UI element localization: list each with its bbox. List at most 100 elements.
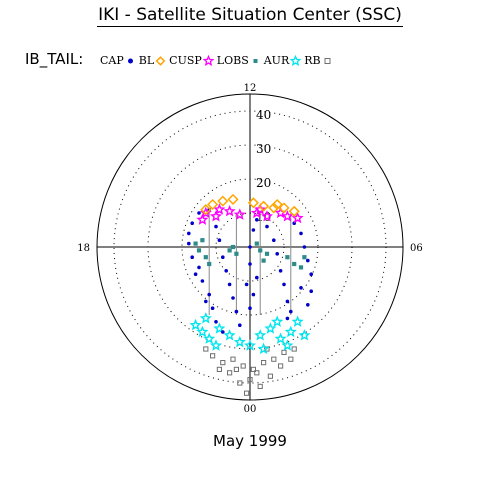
point-lobs-9 — [261, 258, 266, 263]
point-aur-12 — [298, 329, 311, 341]
point-cap-30 — [275, 252, 280, 256]
point-cusp-8 — [209, 210, 223, 222]
point-cap-32 — [282, 282, 286, 287]
legend-item-aur: AUR — [264, 54, 302, 67]
point-rb-3 — [230, 356, 236, 362]
legend-marker-cusp — [202, 54, 214, 66]
point-cusp-7 — [281, 210, 294, 222]
point-aur-17 — [271, 315, 284, 327]
point-cap-18 — [234, 309, 239, 314]
point-bl-1 — [217, 195, 229, 207]
point-bl-5 — [268, 202, 280, 214]
point-cap-44 — [289, 309, 293, 314]
radial-tick-30: 30 — [256, 142, 271, 156]
point-bl-8 — [200, 204, 212, 216]
point-aur-6 — [243, 339, 257, 351]
point-cap-15 — [224, 269, 228, 273]
point-cap-45 — [299, 286, 303, 290]
point-cap-34 — [285, 316, 290, 321]
point-cap-4 — [190, 255, 194, 259]
point-lobs-0 — [193, 241, 198, 246]
legend-label-bl: BL — [138, 54, 155, 67]
point-aur-4 — [223, 329, 236, 341]
legend-item-rb: RB — [304, 54, 332, 67]
point-lobs-6 — [234, 251, 239, 256]
point-cusp-3 — [233, 208, 246, 220]
point-bl-9 — [271, 198, 283, 211]
legend-marker-lobs — [253, 59, 258, 63]
point-cap-7 — [207, 292, 211, 297]
point-lobs-11 — [292, 261, 297, 267]
point-rb-2 — [220, 360, 226, 366]
point-lobs-12 — [298, 265, 304, 270]
radial-tick-40: 40 — [256, 108, 271, 122]
point-cap-0 — [197, 211, 201, 215]
point-lobs-13 — [200, 238, 205, 243]
point-cap-16 — [227, 282, 232, 287]
legend-item-bl: BL — [139, 54, 166, 67]
point-aur-5 — [233, 335, 246, 348]
point-bl-3 — [247, 197, 259, 209]
point-cap-9 — [214, 320, 218, 324]
point-rb-18 — [244, 390, 250, 396]
legend-marker-bl — [155, 56, 166, 66]
point-aur-13 — [213, 322, 226, 334]
point-rb-7 — [271, 356, 277, 362]
point-cap-26 — [248, 306, 252, 311]
radial-tick-20: 20 — [256, 176, 271, 190]
point-cap-19 — [238, 323, 242, 328]
point-cap-12 — [214, 224, 218, 229]
point-cap-31 — [278, 269, 283, 273]
legend-label-aur: AUR — [263, 54, 290, 67]
point-aur-16 — [199, 312, 212, 324]
point-rb-9 — [291, 346, 297, 352]
point-bl-2 — [227, 193, 239, 205]
point-cusp-1 — [213, 203, 226, 215]
point-cap-20 — [244, 282, 249, 287]
point-rb-16 — [278, 363, 284, 369]
point-aur-10 — [284, 325, 297, 338]
point-lobs-5 — [227, 248, 232, 253]
point-cap-2 — [187, 231, 191, 236]
point-lobs-1 — [196, 248, 202, 253]
point-cap-39 — [309, 272, 314, 277]
legend-marker-rb — [324, 58, 331, 64]
point-lobs-15 — [302, 255, 307, 260]
point-cap-37 — [302, 245, 307, 249]
point-bl-7 — [288, 205, 300, 217]
point-rb-14 — [267, 373, 273, 379]
point-lobs-3 — [207, 261, 212, 267]
point-aur-8 — [264, 322, 277, 334]
point-bl-0 — [207, 198, 219, 211]
legend-marker-cap — [127, 58, 133, 64]
point-aur-14 — [257, 342, 270, 355]
legend-label-lobs: LOBS — [216, 54, 249, 67]
page-title: IKI - Satellite Situation Center (SSC) — [97, 5, 403, 27]
point-aur-15 — [281, 339, 294, 351]
point-aur-7 — [254, 329, 267, 341]
point-cap-33 — [285, 299, 290, 304]
point-cap-22 — [251, 228, 256, 232]
legend-item-cusp: CUSP — [169, 54, 214, 67]
legend-label-cap: CAP — [100, 54, 124, 67]
point-rb-6 — [261, 360, 267, 366]
point-rb-11 — [247, 377, 253, 383]
point-rb-12 — [257, 383, 263, 389]
point-lobs-10 — [285, 255, 290, 260]
point-cap-25 — [251, 292, 256, 297]
legend-label-rb: RB — [304, 54, 321, 67]
point-cap-13 — [217, 238, 222, 242]
date-caption: May 1999 — [213, 432, 287, 450]
point-lobs-7 — [258, 248, 263, 253]
point-rb-15 — [216, 366, 223, 372]
legend-item-lobs: LOBS — [217, 54, 261, 67]
point-rb-1 — [210, 353, 216, 359]
point-rb-8 — [281, 349, 287, 355]
point-cap-42 — [193, 272, 198, 277]
point-cap-38 — [306, 258, 310, 263]
point-cap-14 — [221, 255, 225, 259]
point-lobs-2 — [203, 255, 208, 260]
point-cap-17 — [231, 296, 235, 300]
point-cap-1 — [190, 221, 194, 225]
